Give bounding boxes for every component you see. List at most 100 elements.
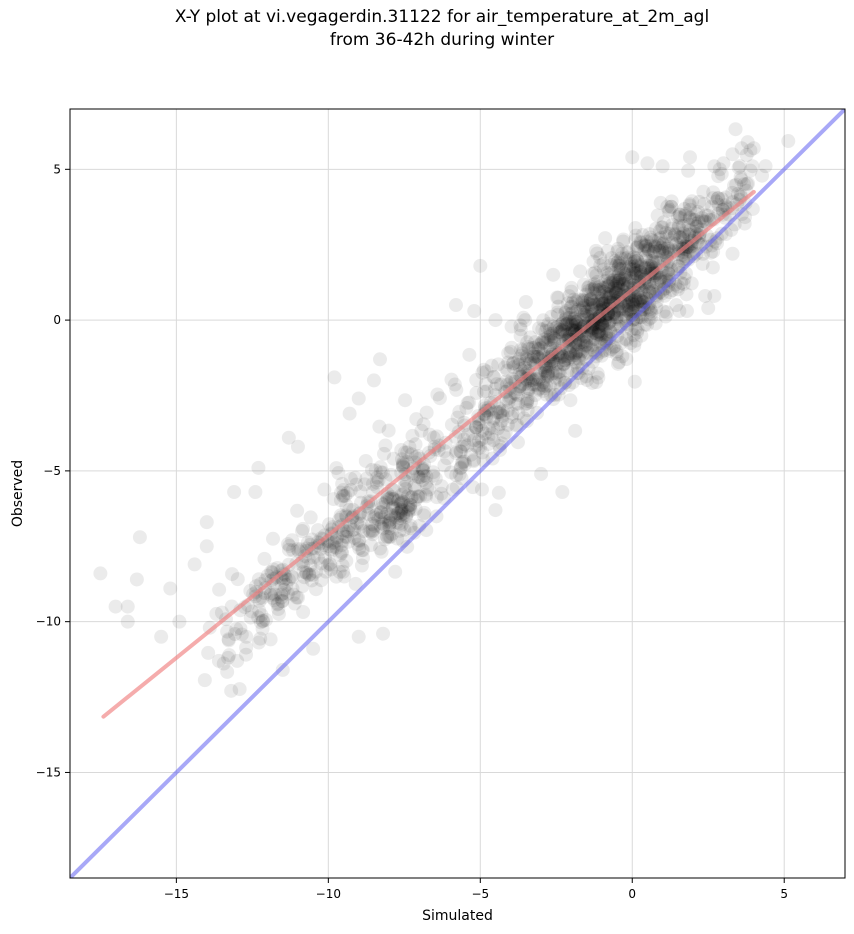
data-point — [387, 508, 402, 523]
data-point — [651, 276, 666, 291]
data-point — [467, 304, 482, 319]
data-point — [290, 542, 305, 557]
data-point — [420, 480, 435, 495]
data-point — [464, 447, 479, 462]
data-point — [745, 159, 760, 174]
data-point — [557, 376, 572, 391]
data-point — [743, 143, 758, 158]
data-point — [690, 227, 705, 242]
data-point — [567, 352, 582, 367]
data-point — [350, 515, 365, 530]
data-point — [469, 385, 484, 400]
data-point — [555, 323, 570, 338]
data-point — [592, 279, 607, 294]
data-point — [507, 374, 522, 389]
data-point — [633, 294, 648, 309]
data-point — [437, 444, 452, 459]
data-point — [591, 324, 606, 339]
data-point — [591, 325, 606, 340]
data-point — [627, 254, 642, 269]
data-point — [334, 545, 349, 560]
data-point — [489, 377, 504, 392]
data-point — [629, 266, 644, 281]
data-point — [607, 310, 622, 325]
data-point — [630, 322, 645, 337]
data-point — [604, 257, 619, 272]
data-point — [455, 454, 470, 469]
data-point — [498, 425, 513, 440]
data-point — [385, 501, 400, 516]
data-point — [641, 300, 656, 315]
data-point — [254, 607, 269, 622]
data-point — [675, 219, 690, 234]
data-point — [244, 604, 259, 619]
data-point — [575, 293, 590, 308]
data-point — [491, 357, 506, 372]
data-point — [414, 423, 429, 438]
data-point — [602, 315, 617, 330]
data-point — [584, 302, 599, 317]
data-point — [599, 286, 614, 301]
data-point — [652, 244, 667, 259]
data-point — [331, 466, 346, 481]
data-point — [555, 484, 570, 499]
data-point — [334, 538, 349, 553]
data-point — [588, 243, 603, 258]
data-point — [396, 457, 411, 472]
data-point — [461, 428, 476, 443]
data-point — [282, 538, 297, 553]
data-point — [558, 375, 573, 390]
data-point — [539, 379, 554, 394]
data-point — [335, 526, 350, 541]
data-point — [561, 352, 576, 367]
data-point — [503, 344, 518, 359]
data-point — [637, 262, 652, 277]
data-point — [570, 302, 585, 317]
data-point — [627, 338, 642, 353]
data-point — [671, 209, 686, 224]
data-point — [568, 314, 583, 329]
data-point — [625, 266, 640, 281]
data-point — [606, 294, 621, 309]
data-point — [656, 236, 671, 251]
data-point — [520, 391, 535, 406]
data-point — [564, 306, 579, 321]
data-point — [536, 375, 551, 390]
data-point — [224, 683, 239, 698]
data-point — [638, 237, 653, 252]
data-point — [274, 577, 289, 592]
data-point — [660, 199, 675, 214]
data-point — [659, 269, 674, 284]
data-point — [618, 270, 633, 285]
data-point — [660, 263, 675, 278]
x-tick-label: 5 — [780, 887, 788, 901]
data-point — [378, 472, 393, 487]
data-point — [239, 647, 254, 662]
data-point — [306, 641, 321, 656]
data-point — [486, 369, 501, 384]
data-point — [369, 475, 384, 490]
data-point — [585, 326, 600, 341]
data-point — [568, 318, 583, 333]
data-point — [555, 315, 570, 330]
data-point — [408, 482, 423, 497]
data-point — [350, 537, 365, 552]
data-point — [495, 408, 510, 423]
data-point — [534, 466, 549, 481]
data-point — [499, 374, 514, 389]
data-point — [579, 304, 594, 319]
data-point — [689, 207, 704, 222]
data-point — [576, 305, 591, 320]
data-point — [625, 270, 640, 285]
data-point — [624, 256, 639, 271]
data-point — [595, 297, 610, 312]
data-point — [655, 286, 670, 301]
data-point — [608, 274, 623, 289]
data-point — [353, 520, 368, 535]
data-point — [291, 590, 306, 605]
data-point — [486, 420, 501, 435]
data-point — [419, 469, 434, 484]
data-point — [685, 212, 700, 227]
data-point — [551, 299, 566, 314]
data-point — [323, 557, 338, 572]
